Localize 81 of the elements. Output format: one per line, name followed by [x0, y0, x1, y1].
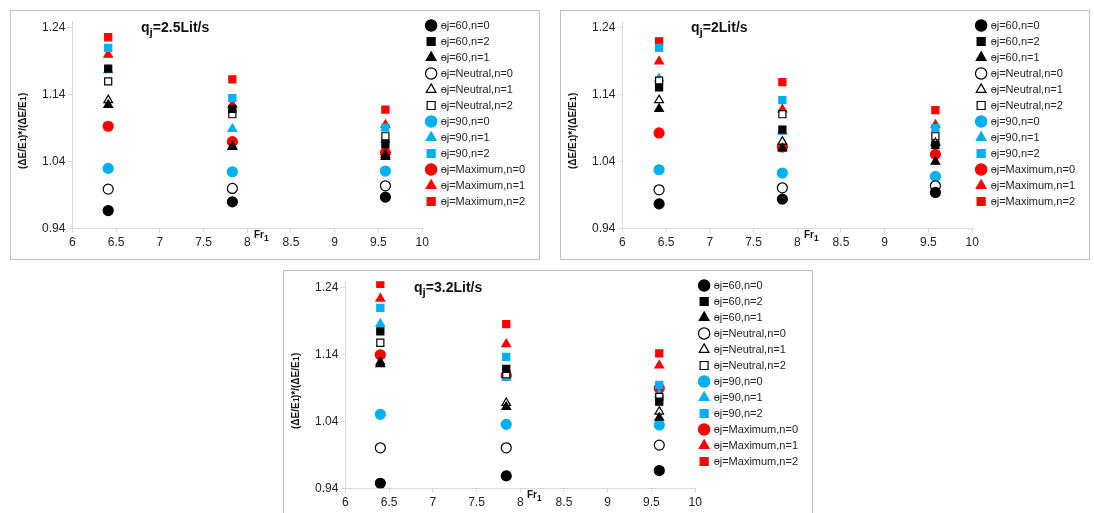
- x-tick-label: 7: [429, 495, 437, 510]
- x-tick-label: 9: [604, 495, 612, 510]
- x-tick-label: 7.5: [195, 235, 213, 250]
- legend-label: ɵj=90,n=0: [713, 374, 763, 387]
- legend-label: ɵj=90,n=1: [990, 130, 1040, 143]
- x-tick-label: 9: [331, 235, 339, 250]
- legend-label: ɵj=Neutral,n=2: [440, 98, 513, 111]
- y-tick-label: 1.04: [42, 154, 66, 169]
- legend-label: ɵj=60,n=1: [990, 50, 1040, 63]
- x-tick-label: 8: [243, 235, 251, 250]
- legend-label: ɵj=60,n=0: [990, 18, 1040, 31]
- legend-label: ɵj=60,n=0: [713, 278, 763, 291]
- legend-label: ɵj=60,n=0: [440, 18, 490, 31]
- y-tick-label: 1.14: [315, 347, 339, 362]
- legend-label: ɵj=Maximum,n=0: [990, 162, 1076, 175]
- y-tick-label: 0.94: [315, 480, 339, 495]
- y-tick-label: 1.14: [592, 87, 616, 102]
- x-tick-label: 8.5: [832, 235, 850, 250]
- x-tick-label: 6: [69, 235, 77, 250]
- legend-label: ɵj=60,n=2: [440, 34, 490, 47]
- x-tick-label: 8.5: [555, 495, 573, 510]
- chart-title: q$_{j}$=2Lit/s: [691, 19, 748, 38]
- legend-label: ɵj=60,n=2: [713, 294, 763, 307]
- x-tick-label: 6.5: [107, 235, 125, 250]
- x-tick-label: 9: [881, 235, 889, 250]
- legend-label: ɵj=Maximum,n=1: [440, 178, 526, 191]
- legend-label: ɵj=Neutral,n=0: [990, 66, 1063, 79]
- legend-label: ɵj=Neutral,n=1: [440, 82, 513, 95]
- x-tick-label: 9.5: [643, 495, 661, 510]
- legend-label: ɵj=90,n=2: [440, 146, 490, 159]
- legend-label: ɵj=60,n=2: [990, 34, 1040, 47]
- legend-label: ɵj=Maximum,n=1: [990, 178, 1076, 191]
- x-tick-label: 8: [516, 495, 524, 510]
- legend-label: ɵj=Neutral,n=2: [990, 98, 1063, 111]
- legend-label: ɵj=Maximum,n=1: [713, 438, 799, 451]
- x-tick-label: 9.5: [370, 235, 388, 250]
- x-tick-label: 6: [342, 495, 350, 510]
- legend-label: ɵj=Maximum,n=2: [713, 454, 799, 467]
- legend-label: ɵj=Neutral,n=1: [990, 82, 1063, 95]
- x-tick-label: 6.5: [380, 495, 398, 510]
- legend-label: ɵj=90,n=1: [440, 130, 490, 143]
- x-axis-title: Fr$_{1}$: [527, 489, 542, 503]
- y-tick-label: 0.94: [42, 220, 66, 235]
- x-tick-label: 9.5: [920, 235, 938, 250]
- legend-label: ɵj=Maximum,n=0: [713, 422, 799, 435]
- x-axis-title: Fr$_{1}$: [804, 229, 819, 243]
- y-tick-label: 1.24: [592, 20, 616, 35]
- legend-label: ɵj=90,n=0: [990, 114, 1040, 127]
- legend-label: ɵj=Neutral,n=2: [713, 358, 786, 371]
- x-tick-label: 7: [706, 235, 714, 250]
- x-tick-label: 7: [156, 235, 164, 250]
- chart-title: q$_{j}$=3.2Lit/s: [414, 279, 483, 298]
- x-tick-label: 7.5: [745, 235, 763, 250]
- x-tick-label: 10: [965, 235, 980, 250]
- legend-label: ɵj=90,n=0: [440, 114, 490, 127]
- x-tick-label: 8: [793, 235, 801, 250]
- x-tick-label: 6: [619, 235, 627, 250]
- y-tick-label: 1.14: [42, 87, 66, 102]
- x-tick-label: 10: [688, 495, 703, 510]
- x-tick-label: 8.5: [282, 235, 300, 250]
- legend-label: ɵj=90,n=1: [713, 390, 763, 403]
- x-tick-label: 6.5: [657, 235, 675, 250]
- x-axis-title: Fr$_{1}$: [254, 229, 269, 243]
- y-tick-label: 1.24: [42, 20, 66, 35]
- y-tick-label: 1.24: [315, 280, 339, 295]
- legend-label: ɵj=90,n=2: [990, 146, 1040, 159]
- y-tick-label: 1.04: [592, 154, 616, 169]
- legend-label: ɵj=Neutral,n=0: [440, 66, 513, 79]
- legend-label: ɵj=Maximum,n=2: [990, 194, 1076, 207]
- legend-label: ɵj=90,n=2: [713, 406, 763, 419]
- legend-label: ɵj=Maximum,n=0: [440, 162, 526, 175]
- legend-label: ɵj=Maximum,n=2: [440, 194, 526, 207]
- legend-label: ɵj=60,n=1: [713, 310, 763, 323]
- x-tick-label: 7.5: [468, 495, 486, 510]
- y-tick-label: 0.94: [592, 220, 616, 235]
- legend-label: ɵj=60,n=1: [440, 50, 490, 63]
- legend-label: ɵj=Neutral,n=1: [713, 342, 786, 355]
- x-tick-label: 10: [415, 235, 430, 250]
- chart-title: q$_{j}$=2.5Lit/s: [141, 19, 210, 38]
- y-tick-label: 1.04: [315, 414, 339, 429]
- legend-label: ɵj=Neutral,n=0: [713, 326, 786, 339]
